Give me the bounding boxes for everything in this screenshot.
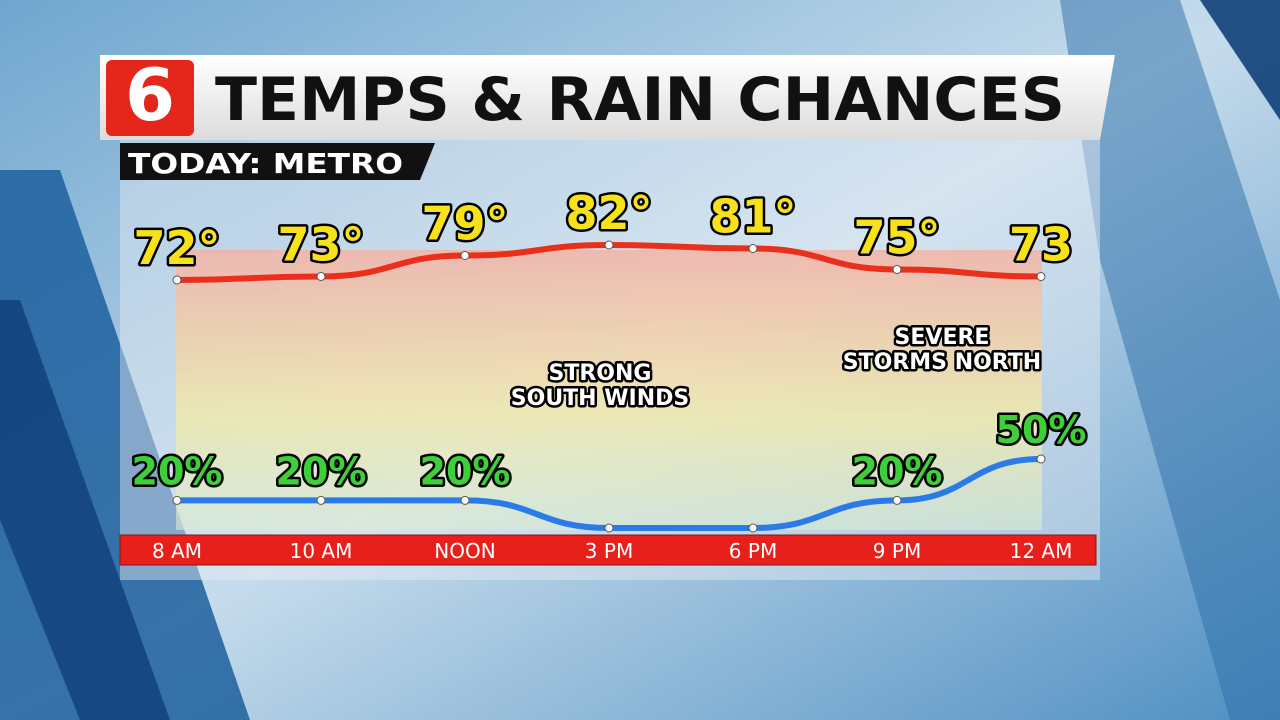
- data-label: 50%: [996, 408, 1087, 452]
- data-point: [604, 523, 614, 533]
- header-bar: [100, 55, 1115, 140]
- x-tick-label: 10 AM: [290, 539, 353, 563]
- annotation: SOUTH WINDS: [511, 386, 689, 411]
- logo-text: 6: [125, 53, 175, 137]
- data-point: [172, 275, 182, 285]
- data-point: [460, 251, 470, 260]
- data-point: [316, 272, 326, 281]
- chart-title: TEMPS & RAIN CHANCES: [215, 65, 1065, 135]
- data-point: [172, 495, 182, 505]
- data-point: [460, 495, 470, 505]
- data-point: [892, 495, 902, 505]
- data-label: 72°: [133, 221, 220, 275]
- data-label: 82°: [565, 186, 652, 240]
- x-tick-label: 3 PM: [585, 539, 633, 563]
- stripe: [0, 300, 170, 720]
- data-label: 81°: [709, 190, 796, 244]
- data-point: [748, 523, 758, 533]
- annotation: STRONG: [549, 361, 652, 386]
- chart-fill: [176, 250, 1042, 530]
- subtitle-bar: [120, 143, 435, 180]
- annotation: SEVERE: [895, 325, 990, 350]
- annotation: STORMS NORTH: [843, 350, 1041, 375]
- data-label: 79°: [421, 197, 508, 251]
- x-tick-label: 9 PM: [873, 539, 921, 563]
- data-point: [892, 265, 902, 274]
- x-tick-label: NOON: [434, 539, 495, 563]
- data-point: [1036, 454, 1046, 464]
- data-label: 73: [1009, 218, 1073, 272]
- data-point: [748, 244, 758, 253]
- x-tick-label: 12 AM: [1010, 539, 1073, 563]
- x-tick-label: 6 PM: [729, 539, 777, 563]
- x-tick-label: 8 AM: [152, 539, 202, 563]
- stripe: [1060, 0, 1280, 720]
- data-label: 75°: [853, 211, 940, 265]
- stripe: [1200, 0, 1280, 120]
- data-point: [604, 240, 614, 250]
- data-label: 73°: [277, 218, 364, 272]
- data-point: [1036, 272, 1046, 281]
- data-label: 20%: [132, 449, 223, 493]
- data-label: 20%: [420, 449, 511, 493]
- x-axis-bar: [119, 534, 1097, 566]
- logo: [106, 60, 194, 136]
- data-label: 20%: [276, 449, 367, 493]
- data-point: [316, 495, 326, 505]
- chart-subtitle: TODAY: METRO: [128, 147, 403, 180]
- data-label: 20%: [852, 449, 943, 493]
